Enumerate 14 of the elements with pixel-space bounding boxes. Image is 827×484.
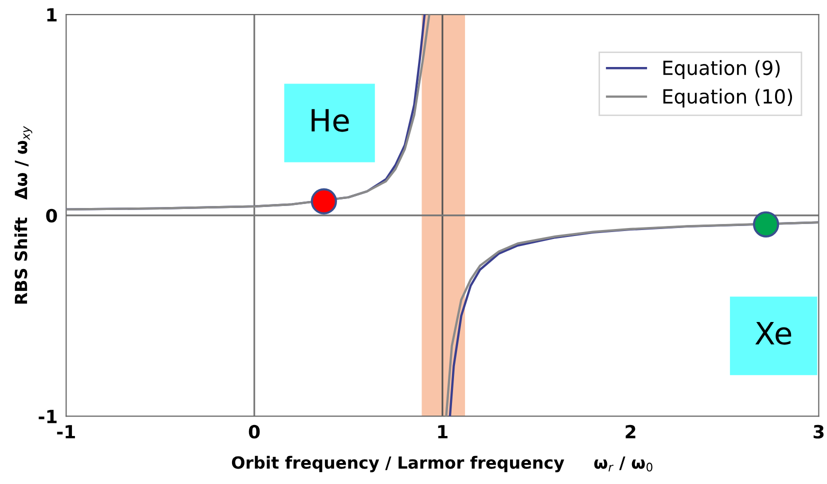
y-tick-label: 0 — [46, 208, 57, 222]
annotation: Xe — [755, 322, 792, 345]
annotation: He — [312, 109, 349, 132]
x-axis-title: Orbit frequency / Larmor frequency ω$_{r}$ / ω$_{0}$ — [232, 456, 652, 472]
x-tick-label: 1 — [438, 425, 448, 438]
legend-label: Equation (10) — [663, 88, 792, 108]
x-tick-label: 2 — [626, 424, 636, 438]
x-tick-label: 0 — [248, 424, 260, 439]
x-tick-label: 3 — [814, 424, 824, 439]
y-tick-label: 1 — [47, 8, 57, 22]
legend-label: Equation (9) — [663, 60, 780, 79]
y-tick-label: -1 — [38, 410, 57, 424]
x-tick-label: -1 — [57, 425, 75, 438]
y-axis-title: RBS Shift Δω / ω$_{xy}$ — [14, 126, 32, 304]
